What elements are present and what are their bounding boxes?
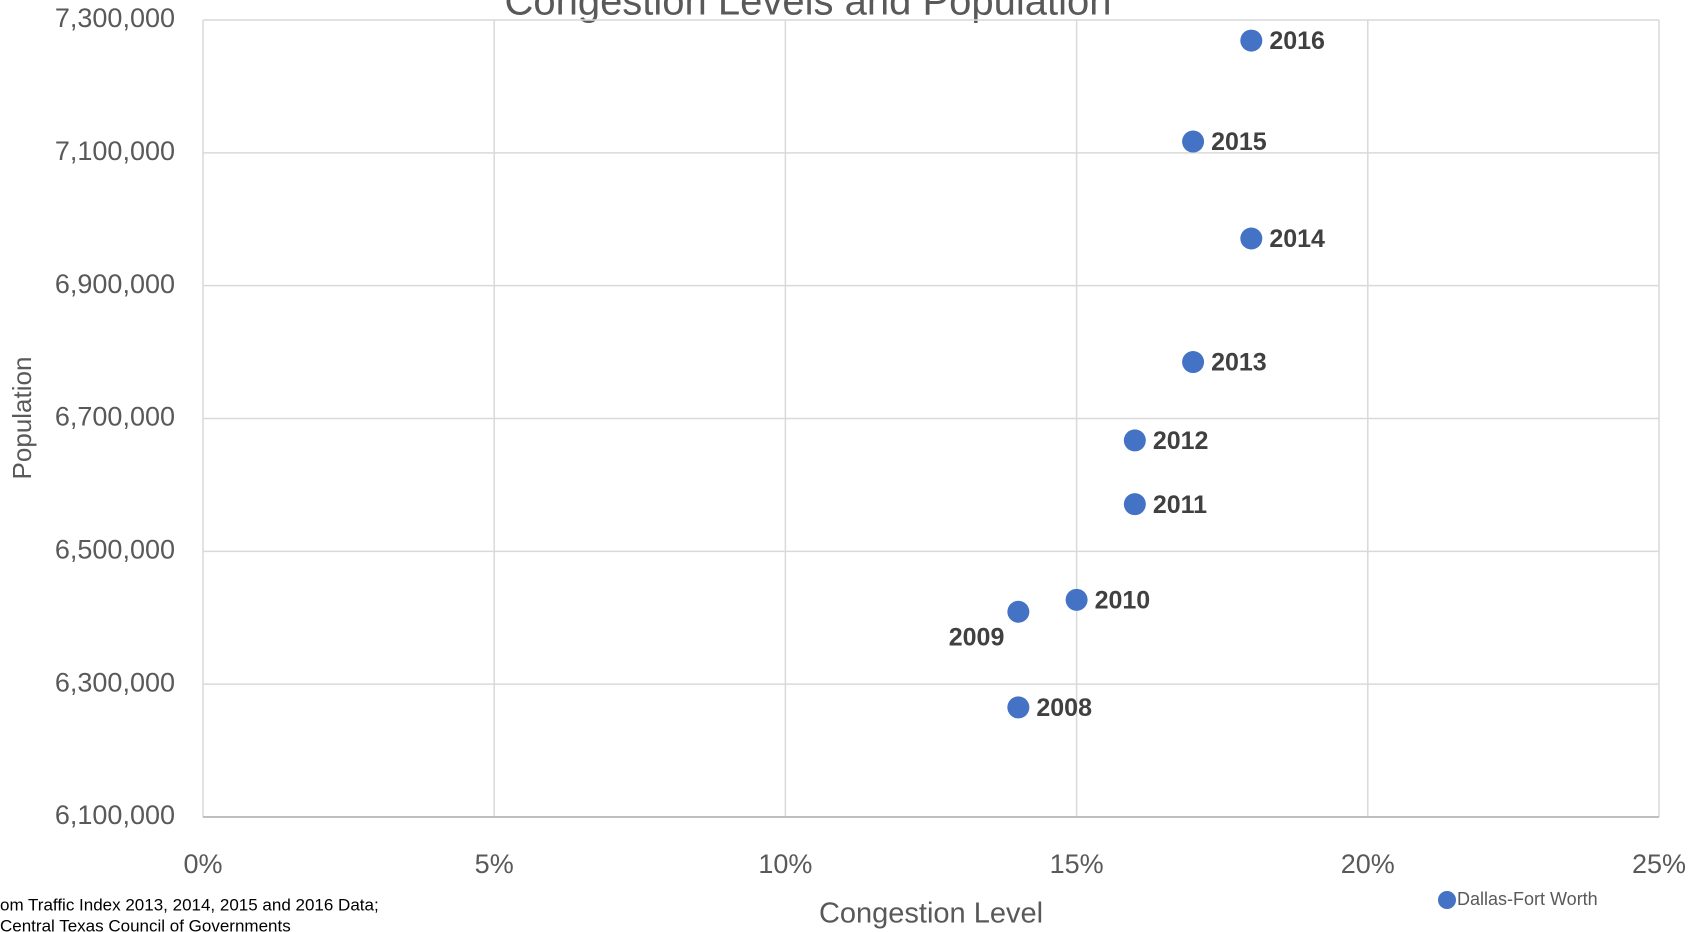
y-tick-label: 6,300,000 bbox=[55, 667, 175, 697]
x-tick-label: 10% bbox=[758, 849, 812, 879]
point bbox=[1240, 29, 1263, 52]
point bbox=[1182, 351, 1205, 374]
x-tick-label: 5% bbox=[475, 849, 514, 879]
y-tick-label: 6,100,000 bbox=[55, 800, 175, 830]
x-tick-label: 15% bbox=[1050, 849, 1104, 879]
data-label: 2012 bbox=[1153, 427, 1209, 455]
data-label: 2009 bbox=[949, 623, 1005, 651]
legend-label: Dallas-Fort Worth bbox=[1457, 889, 1598, 909]
point bbox=[1007, 600, 1030, 623]
x-axis-title: Congestion Level bbox=[819, 898, 1043, 930]
point bbox=[1240, 227, 1263, 250]
data-label: 2010 bbox=[1095, 586, 1151, 614]
point bbox=[1123, 493, 1146, 516]
legend-marker bbox=[1438, 891, 1456, 909]
data-label: 2008 bbox=[1036, 694, 1092, 722]
y-tick-label: 6,500,000 bbox=[55, 534, 175, 564]
data-label: 2013 bbox=[1211, 349, 1267, 377]
y-tick-label: 7,300,000 bbox=[55, 3, 175, 33]
data-label: 2015 bbox=[1211, 128, 1267, 156]
x-tick-label: 0% bbox=[183, 849, 222, 879]
y-tick-label: 6,900,000 bbox=[55, 269, 175, 299]
point bbox=[1065, 588, 1088, 611]
footnote: om Traffic Index 2013, 2014, 2015 and 20… bbox=[0, 895, 379, 914]
y-tick-label: 6,700,000 bbox=[55, 402, 175, 432]
data-label: 2014 bbox=[1269, 225, 1325, 253]
y-tick-label: 7,100,000 bbox=[55, 136, 175, 166]
point bbox=[1007, 696, 1030, 719]
chart-title: Congestion Levels and Population bbox=[504, 0, 1111, 24]
data-label: 2016 bbox=[1269, 27, 1325, 55]
x-tick-label: 20% bbox=[1341, 849, 1395, 879]
x-tick-label: 25% bbox=[1632, 849, 1686, 879]
footnote: Central Texas Council of Governments bbox=[0, 916, 291, 932]
point bbox=[1182, 130, 1205, 153]
point bbox=[1123, 429, 1146, 452]
y-axis-title: Population bbox=[7, 357, 37, 480]
data-label: 2011 bbox=[1153, 491, 1207, 519]
